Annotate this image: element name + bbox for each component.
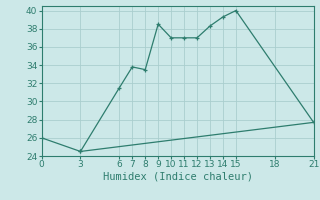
X-axis label: Humidex (Indice chaleur): Humidex (Indice chaleur)	[103, 172, 252, 182]
